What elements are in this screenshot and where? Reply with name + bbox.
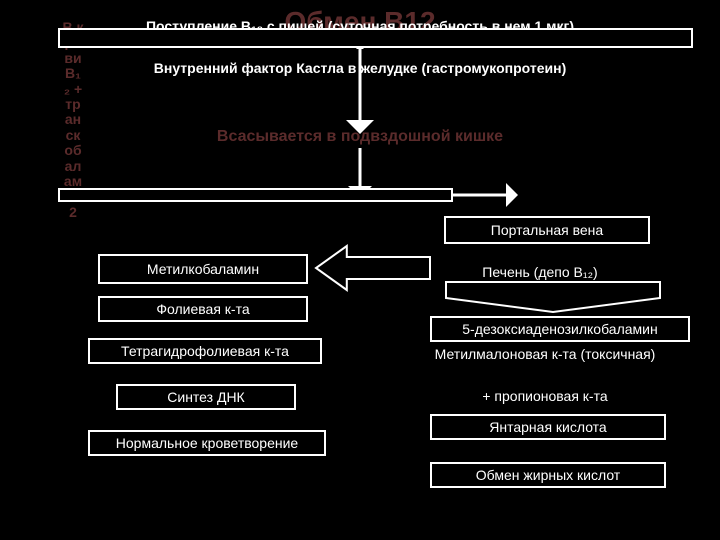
box-4: Фолиевая к-та [98, 296, 308, 322]
subtitle-3: Всасывается в подвздошной кишке [0, 128, 720, 146]
box-5: 5-дезоксиаденозилкобаламин [430, 316, 690, 342]
subtitle-2: Внутренний фактор Кастла в желудке (гаст… [0, 60, 720, 76]
box-7: Синтез ДНК [116, 384, 296, 410]
box-8: Янтарная кислота [430, 414, 666, 440]
side-label: В крови В₁₂ + транскобаламин-2 [62, 20, 84, 340]
bg-text-2: + пропионовая к-та [415, 388, 675, 404]
bg-text-0: Печень (депо В₁₂) [425, 264, 655, 280]
box-0 [58, 28, 693, 48]
box-6: Тетрагидрофолиевая к-та [88, 338, 322, 364]
box-9: Нормальное кроветворение [88, 430, 326, 456]
box-2: Портальная вена [444, 216, 650, 244]
bg-text-1: Метилмалоновая к-та (токсичная) [415, 346, 675, 362]
box-10: Обмен жирных кислот [430, 462, 666, 488]
box-1 [58, 188, 453, 202]
box-3: Метилкобаламин [98, 254, 308, 284]
